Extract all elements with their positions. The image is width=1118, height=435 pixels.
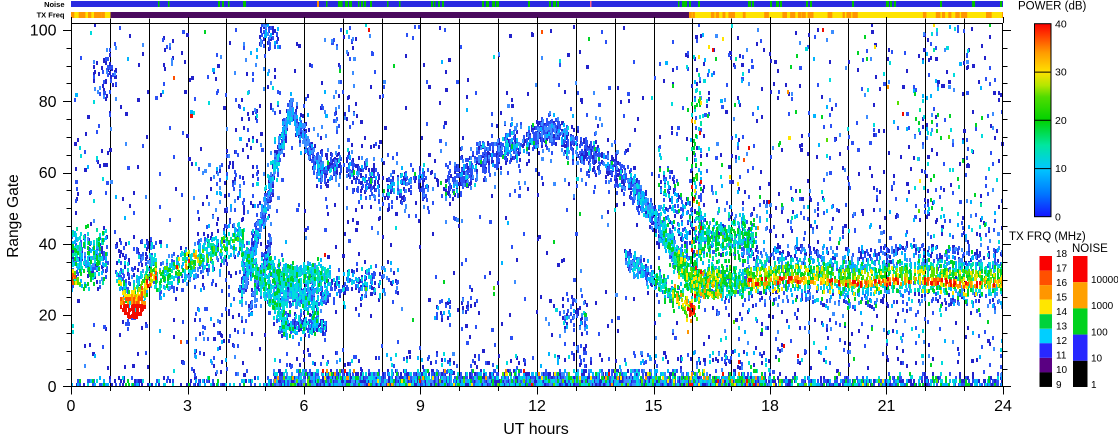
- svg-text:10: 10: [1056, 365, 1068, 376]
- svg-text:16: 16: [1056, 278, 1068, 289]
- svg-text:24: 24: [994, 398, 1012, 415]
- svg-text:20: 20: [39, 308, 57, 325]
- svg-text:9: 9: [1056, 380, 1062, 391]
- svg-text:100: 100: [30, 23, 57, 40]
- svg-text:Range Gate: Range Gate: [5, 174, 22, 258]
- svg-text:9: 9: [416, 398, 425, 415]
- svg-text:TX FRQ (MHz): TX FRQ (MHz): [1009, 231, 1086, 243]
- svg-text:14: 14: [1056, 307, 1068, 318]
- svg-text:12: 12: [528, 398, 546, 415]
- svg-text:15: 15: [645, 398, 663, 415]
- svg-text:TX Freq: TX Freq: [37, 11, 65, 20]
- svg-text:UT hours: UT hours: [503, 421, 569, 435]
- svg-text:18: 18: [761, 398, 779, 415]
- svg-text:30: 30: [1055, 67, 1067, 79]
- svg-text:10000: 10000: [1091, 275, 1118, 286]
- svg-text:POWER (dB): POWER (dB): [1018, 1, 1087, 13]
- svg-text:40: 40: [39, 236, 57, 253]
- svg-text:13: 13: [1056, 322, 1068, 333]
- svg-text:60: 60: [39, 165, 57, 182]
- svg-text:21: 21: [878, 398, 896, 415]
- svg-text:Noise: Noise: [44, 0, 64, 9]
- svg-text:0: 0: [67, 398, 76, 415]
- svg-text:17: 17: [1056, 263, 1068, 274]
- svg-text:10: 10: [1091, 354, 1103, 365]
- svg-text:80: 80: [39, 94, 57, 111]
- svg-text:40: 40: [1055, 18, 1067, 30]
- svg-text:0: 0: [48, 379, 57, 396]
- svg-text:1: 1: [1091, 380, 1097, 391]
- svg-text:3: 3: [183, 398, 192, 415]
- svg-text:1000: 1000: [1091, 301, 1114, 312]
- svg-text:12: 12: [1056, 336, 1068, 347]
- svg-text:0: 0: [1055, 211, 1061, 223]
- svg-text:15: 15: [1056, 292, 1068, 303]
- svg-text:18: 18: [1056, 249, 1068, 260]
- svg-text:10: 10: [1055, 163, 1067, 175]
- svg-text:6: 6: [300, 398, 309, 415]
- svg-text:NOISE: NOISE: [1072, 243, 1108, 255]
- svg-text:20: 20: [1055, 115, 1067, 127]
- svg-text:11: 11: [1056, 351, 1067, 362]
- svg-text:100: 100: [1091, 327, 1108, 338]
